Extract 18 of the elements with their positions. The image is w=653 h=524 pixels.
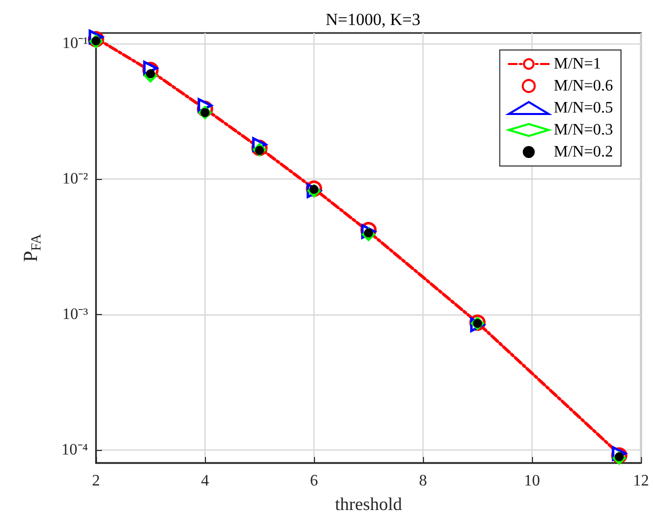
legend-label: M/N=0.3 bbox=[554, 122, 613, 138]
y-axis-title: PFA bbox=[20, 233, 44, 262]
x-tick-label: 12 bbox=[633, 472, 649, 490]
x-tick-label: 8 bbox=[419, 472, 427, 490]
x-tick-label: 4 bbox=[201, 472, 209, 490]
y-tick-label: 10⁻² bbox=[62, 170, 88, 188]
chart-title: N=1000, K=3 bbox=[326, 10, 420, 29]
y-tick-label: 10⁻¹ bbox=[62, 35, 88, 52]
x-tick-label: 10 bbox=[524, 472, 540, 490]
y-tick-label: 10⁻³ bbox=[62, 306, 88, 323]
y-tick-label: 10⁻⁴ bbox=[61, 441, 88, 458]
legend-label: M/N=0.5 bbox=[554, 100, 613, 116]
legend-label: M/N=1 bbox=[554, 56, 601, 72]
x-tick-label: 2 bbox=[92, 472, 100, 490]
x-tick-label: 6 bbox=[310, 472, 318, 490]
x-axis-title: threshold bbox=[335, 494, 402, 514]
legend-label: M/N=0.2 bbox=[554, 144, 613, 160]
legend-label: M/N=0.6 bbox=[554, 78, 613, 94]
